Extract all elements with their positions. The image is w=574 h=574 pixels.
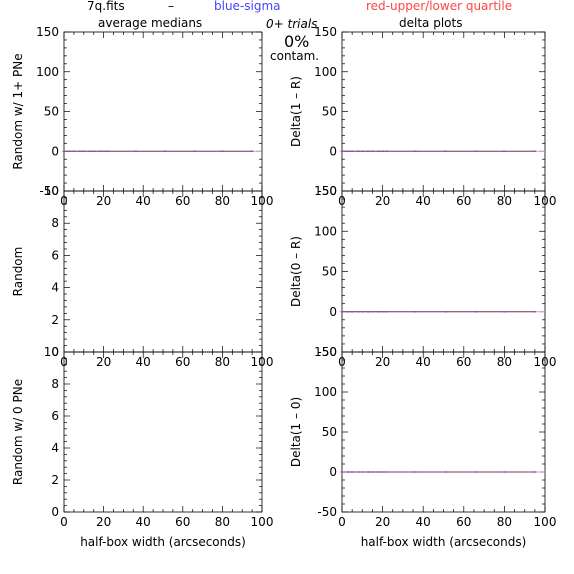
x-tick-label: 40 [416,355,431,369]
x-tick-label: 60 [456,515,471,529]
x-tick-label: 20 [375,355,390,369]
y-tick-label: -50 [317,505,337,519]
y-tick-label: 150 [314,184,337,198]
y-tick-label: 0 [329,465,337,479]
x-tick-label: 60 [456,355,471,369]
y-tick-label: 10 [44,345,59,359]
x-tick-label: 60 [175,515,190,529]
y-tick-label: 0 [329,144,337,158]
y-tick-label: 150 [314,345,337,359]
x-tick-label: 20 [96,194,111,208]
y-tick-label: 2 [51,313,59,327]
y-tick-label: 100 [36,65,59,79]
y-tick-label: 6 [51,409,59,423]
y-tick-label: 50 [322,105,337,119]
y-tick-label: -50 [317,184,337,198]
legend-blue-sigma: blue-sigma [214,0,281,13]
left-column-title: average medians [98,16,203,30]
y-tick-label: 4 [51,281,59,295]
y-axis-label: Delta(0 – R) [289,236,303,307]
x-tick-label: 40 [416,194,431,208]
y-tick-label: 0 [51,345,59,359]
x-tick-label: 0 [338,515,346,529]
x-tick-label: 40 [136,355,151,369]
plot-frame [341,190,546,353]
y-tick-label: 100 [314,65,337,79]
legend-dash: – [168,0,174,13]
y-tick-label: 10 [44,184,59,198]
x-tick-label: 80 [215,194,230,208]
x-tick-label: 100 [251,515,274,529]
trials-label: 0+ trials [266,17,318,31]
x-tick-label: 60 [456,194,471,208]
contamination-percent: 0% [284,32,310,51]
x-tick-label: 40 [136,515,151,529]
x-tick-label: 100 [534,515,557,529]
x-axis-label: half-box width (arcseconds) [80,535,246,549]
y-tick-label: 0 [51,505,59,519]
y-tick-label: 6 [51,248,59,262]
x-tick-label: 20 [375,515,390,529]
plot-frame [63,351,263,513]
y-tick-label: -50 [39,184,59,198]
contamination-label: contam. [270,49,320,63]
y-tick-label: 50 [44,105,59,119]
y-tick-label: 4 [51,441,59,455]
x-tick-label: 0 [60,515,68,529]
x-tick-label: 60 [175,194,190,208]
y-axis-label: Random w/ 0 PNe [11,379,25,485]
y-tick-label: 150 [36,25,59,39]
y-tick-label: 50 [322,265,337,279]
y-axis-label: Random w/ 1+ PNe [11,53,25,169]
y-axis-label: Delta(1 – 0) [289,397,303,467]
y-axis-label: Random [11,247,25,297]
x-tick-label: 40 [416,515,431,529]
y-tick-label: 8 [51,377,59,391]
x-tick-label: 80 [497,355,512,369]
y-tick-label: 0 [51,144,59,158]
x-tick-label: 80 [215,355,230,369]
y-tick-label: 100 [314,385,337,399]
x-tick-label: 60 [175,355,190,369]
x-tick-label: 80 [215,515,230,529]
x-tick-label: 80 [497,194,512,208]
y-tick-label: -50 [317,345,337,359]
x-tick-label: 80 [497,515,512,529]
y-tick-label: 50 [322,425,337,439]
right-column-title: delta plots [399,16,463,30]
x-tick-label: 20 [96,355,111,369]
y-tick-label: 8 [51,216,59,230]
x-tick-label: 40 [136,194,151,208]
y-tick-label: 100 [314,224,337,238]
x-tick-label: 20 [96,515,111,529]
plot-frame [63,31,263,192]
file-name: 7q.fits [87,0,125,13]
x-tick-label: 20 [375,194,390,208]
y-tick-label: 150 [314,25,337,39]
plot-frame [341,31,546,192]
y-axis-label: Delta(1 – R) [289,76,303,147]
plot-frame [341,351,546,513]
x-axis-label: half-box width (arcseconds) [361,535,527,549]
legend-red-quartile: red-upper/lower quartile [366,0,513,13]
panel-p20: 0 20 40 60 80 100 0 2 4 6 8 10 Random w/ 0 PNe half-b… [11,345,273,549]
y-tick-label: 0 [329,305,337,319]
plot-frame [63,190,263,353]
y-tick-label: 2 [51,473,59,487]
